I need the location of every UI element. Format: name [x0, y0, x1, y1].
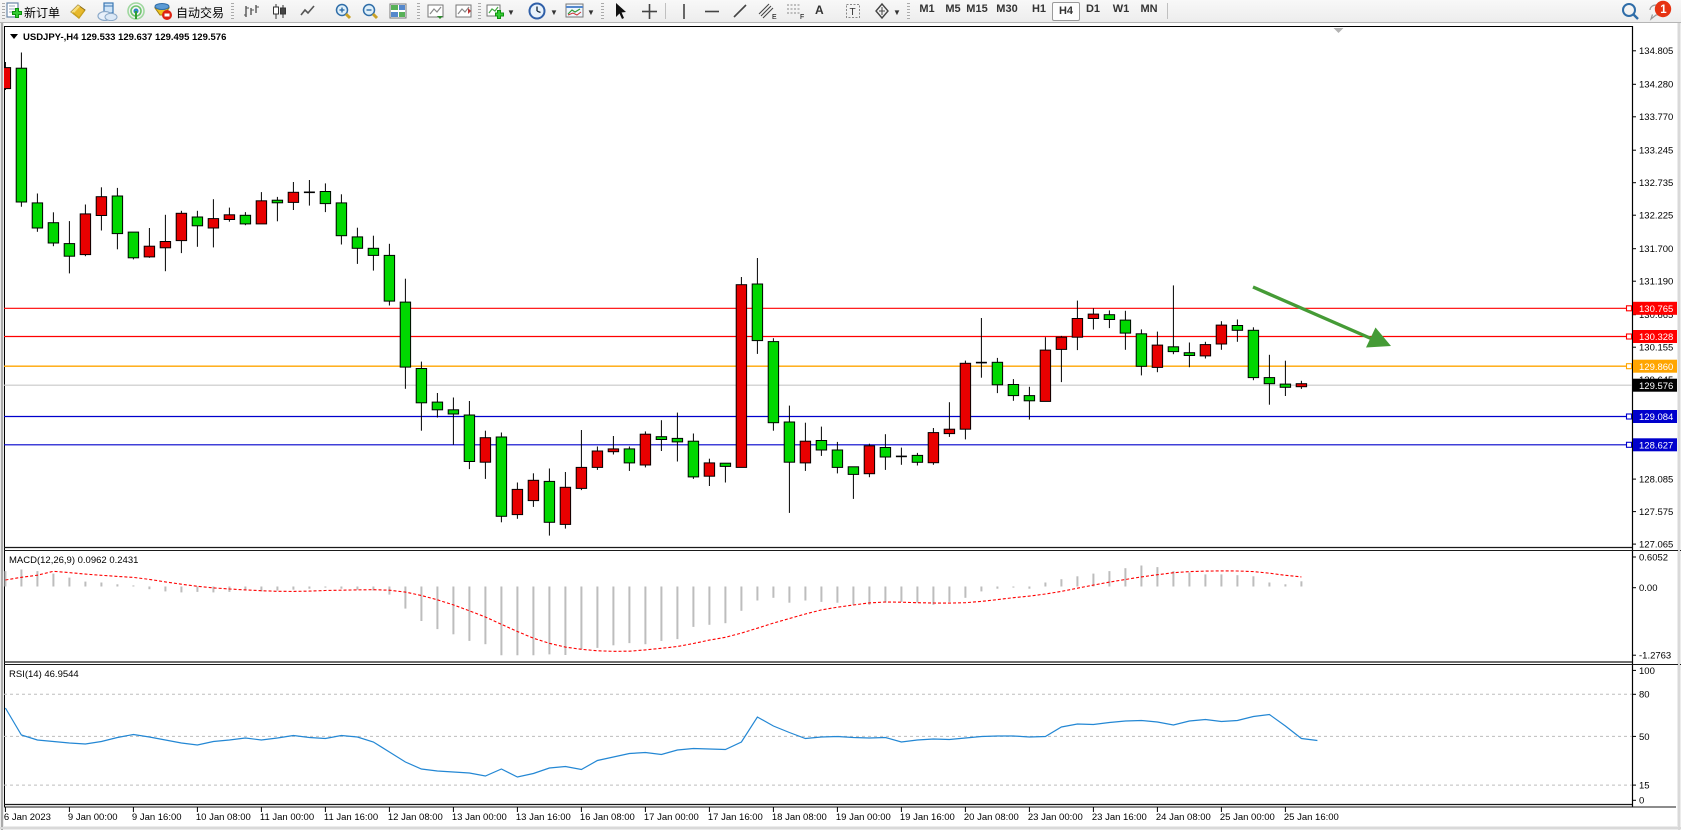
svg-text:11 Jan 00:00: 11 Jan 00:00 — [260, 812, 314, 823]
svg-text:-1.2763: -1.2763 — [1639, 651, 1671, 662]
svg-text:19 Jan 16:00: 19 Jan 16:00 — [900, 812, 955, 823]
svg-text:129.576: 129.576 — [1639, 381, 1673, 392]
svg-text:130.328: 130.328 — [1639, 332, 1673, 343]
svg-text:127.575: 127.575 — [1639, 507, 1673, 518]
svg-text:24 Jan 08:00: 24 Jan 08:00 — [1156, 812, 1211, 823]
svg-text:17 Jan 00:00: 17 Jan 00:00 — [644, 812, 699, 823]
svg-text:16 Jan 08:00: 16 Jan 08:00 — [580, 812, 635, 823]
svg-text:134.280: 134.280 — [1639, 80, 1673, 91]
svg-text:10 Jan 08:00: 10 Jan 08:00 — [196, 812, 251, 823]
svg-text:1: 1 — [1660, 4, 1667, 16]
svg-text:RSI(14) 46.9544: RSI(14) 46.9544 — [9, 669, 79, 680]
svg-text:131.190: 131.190 — [1639, 277, 1673, 288]
svg-text:128.627: 128.627 — [1639, 440, 1673, 451]
svg-text:80: 80 — [1639, 690, 1650, 701]
svg-text:19 Jan 00:00: 19 Jan 00:00 — [836, 812, 891, 823]
svg-text:USDJPY-,H4 129.533 129.637 12: USDJPY-,H4 129.533 129.637 129.495 129.5… — [23, 32, 226, 43]
svg-text:25 Jan 00:00: 25 Jan 00:00 — [1220, 812, 1275, 823]
svg-text:0.00: 0.00 — [1639, 583, 1658, 594]
svg-text:F: F — [800, 14, 804, 21]
svg-text:13 Jan 16:00: 13 Jan 16:00 — [516, 812, 571, 823]
svg-text:12 Jan 08:00: 12 Jan 08:00 — [388, 812, 443, 823]
svg-text:9 Jan 00:00: 9 Jan 00:00 — [68, 812, 118, 823]
svg-text:25 Jan 16:00: 25 Jan 16:00 — [1284, 812, 1339, 823]
svg-text:129.084: 129.084 — [1639, 412, 1673, 423]
svg-text:E: E — [772, 14, 777, 21]
svg-text:130.155: 130.155 — [1639, 343, 1673, 354]
svg-text:18 Jan 08:00: 18 Jan 08:00 — [772, 812, 827, 823]
svg-text:T: T — [850, 7, 856, 18]
svg-text:131.700: 131.700 — [1639, 244, 1673, 255]
svg-text:23 Jan 00:00: 23 Jan 00:00 — [1028, 812, 1083, 823]
svg-text:134.805: 134.805 — [1639, 46, 1673, 57]
svg-text:130.665: 130.665 — [1639, 310, 1673, 321]
svg-text:MACD(12,26,9) 0.0962 0.2431: MACD(12,26,9) 0.0962 0.2431 — [9, 555, 138, 566]
svg-text:0.6052: 0.6052 — [1639, 552, 1668, 563]
svg-text:132.225: 132.225 — [1639, 211, 1673, 222]
svg-text:128.085: 128.085 — [1639, 475, 1673, 486]
svg-text:23 Jan 16:00: 23 Jan 16:00 — [1092, 812, 1147, 823]
svg-text:17 Jan 16:00: 17 Jan 16:00 — [708, 812, 763, 823]
svg-text:129.860: 129.860 — [1639, 362, 1673, 373]
svg-text:133.245: 133.245 — [1639, 146, 1673, 157]
svg-text:127.065: 127.065 — [1639, 540, 1673, 551]
svg-text:13 Jan 00:00: 13 Jan 00:00 — [452, 812, 507, 823]
svg-text:20 Jan 08:00: 20 Jan 08:00 — [964, 812, 1019, 823]
svg-text:6 Jan 2023: 6 Jan 2023 — [4, 812, 51, 823]
svg-text:132.735: 132.735 — [1639, 178, 1673, 189]
svg-text:0: 0 — [1639, 796, 1644, 807]
svg-text:11 Jan 16:00: 11 Jan 16:00 — [324, 812, 378, 823]
svg-text:130.765: 130.765 — [1639, 304, 1673, 315]
svg-text:15: 15 — [1639, 781, 1650, 792]
svg-text:100: 100 — [1639, 666, 1655, 677]
svg-text:50: 50 — [1639, 732, 1650, 743]
svg-text:9 Jan 16:00: 9 Jan 16:00 — [132, 812, 182, 823]
svg-text:133.770: 133.770 — [1639, 112, 1673, 123]
